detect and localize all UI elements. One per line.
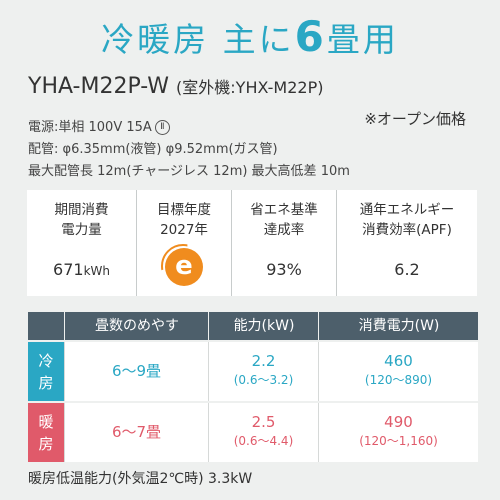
card-label-line1: 期間消費: [54, 202, 109, 218]
card-label-line1: 省エネ基準: [250, 202, 318, 218]
model-name: YHA-M22P-W: [28, 74, 170, 99]
spec-power: 電源:単相 100V 15A Ⅱ: [28, 116, 170, 135]
title-part1: 冷暖房 主に: [101, 20, 295, 59]
spec-piping: 配管: φ6.35mm(液管) φ9.52mm(ガス管): [28, 142, 278, 157]
cell-main: 490: [384, 413, 413, 431]
spec-cards: 期間消費 電力量 671kWh 目標年度 2027年 e 省エネ基準 達成率 9…: [27, 190, 477, 296]
row-label-bottom: 房: [38, 373, 54, 392]
card-label-line1: 目標年度: [157, 202, 211, 218]
energy-saving-mark-icon: e: [165, 248, 203, 286]
cell-area: 6〜7畳: [64, 403, 208, 462]
table-row-cooling: 冷 房 6〜9畳 2.2 (0.6〜3.2) 460 (120〜890): [28, 342, 478, 401]
page-title: 冷暖房 主に6畳用: [0, 12, 500, 61]
card-target-year: 目標年度 2027年 e: [137, 190, 232, 296]
value-unit: kWh: [83, 264, 110, 278]
card-label: 省エネ基準 達成率: [232, 200, 336, 240]
header-capacity: 能力(kW): [208, 312, 319, 340]
spec-max-length: 最大配管長 12m(チャージレス 12m) 最大高低差 10m: [28, 164, 350, 179]
card-achievement-rate: 省エネ基準 達成率 93%: [232, 190, 337, 296]
cell-main: 6〜7畳: [111, 423, 162, 441]
cell-power: 460 (120〜890): [318, 342, 478, 401]
cell-main: 2.5: [251, 413, 276, 431]
card-label-line2: 消費効率(APF): [362, 222, 452, 238]
cell-capacity: 2.2 (0.6〜3.2): [208, 342, 318, 401]
cell-main: 460: [384, 352, 413, 370]
cell-sub: (0.6〜3.2): [233, 373, 294, 387]
card-label-line1: 通年エネルギー: [359, 202, 455, 218]
outdoor-unit: (室外機:YHX-M22P): [176, 78, 324, 97]
cell-sub: (0.6〜4.4): [233, 434, 294, 448]
cell-power: 490 (120〜1,160): [318, 403, 478, 462]
card-label-line2: 達成率: [263, 222, 305, 238]
cell-sub: (120〜890): [364, 373, 433, 387]
card-label: 期間消費 電力量: [27, 200, 136, 240]
header-power: 消費電力(W): [318, 312, 479, 340]
card-value: 6.2: [394, 260, 420, 279]
cell-sub: (120〜1,160): [359, 434, 438, 448]
spec-power-text: 電源:単相 100V 15A: [28, 120, 152, 135]
title-part2: 畳用: [326, 20, 399, 59]
card-annual-consumption: 期間消費 電力量 671kWh: [27, 190, 137, 296]
cell-main: 6〜9畳: [111, 362, 162, 380]
value-number: 671: [53, 260, 84, 279]
price-note: ※オープン価格: [364, 110, 466, 128]
table-header: 畳数のめやす 能力(kW) 消費電力(W): [28, 312, 478, 340]
card-label: 通年エネルギー 消費効率(APF): [337, 200, 477, 240]
title-number: 6: [294, 12, 327, 61]
row-label-heating: 暖 房: [28, 403, 64, 462]
header-area: 畳数のめやす: [64, 312, 209, 340]
cell-main: 2.2: [251, 352, 276, 370]
cell-area: 6〜9畳: [64, 342, 208, 401]
row-label-bottom: 房: [38, 434, 54, 453]
model-line: YHA-M22P-W (室外機:YHX-M22P): [28, 74, 323, 99]
card-value: 93%: [266, 260, 302, 279]
card-label: 目標年度 2027年: [137, 200, 231, 240]
row-label-top: 冷: [38, 351, 54, 370]
power-class-mark: Ⅱ: [154, 120, 170, 135]
card-label-line2: 2027年: [160, 222, 208, 238]
cell-capacity: 2.5 (0.6〜4.4): [208, 403, 318, 462]
row-label-top: 暖: [38, 412, 54, 431]
card-label-line2: 電力量: [61, 222, 102, 238]
card-value: 671kWh: [27, 260, 136, 279]
card-apf: 通年エネルギー 消費効率(APF) 6.2: [337, 190, 477, 296]
low-temp-heating-capacity: 暖房低温能力(外気温2℃時) 3.3kW: [28, 471, 253, 487]
row-label-cooling: 冷 房: [28, 342, 64, 401]
table-row-heating: 暖 房 6〜7畳 2.5 (0.6〜4.4) 490 (120〜1,160): [28, 403, 478, 462]
